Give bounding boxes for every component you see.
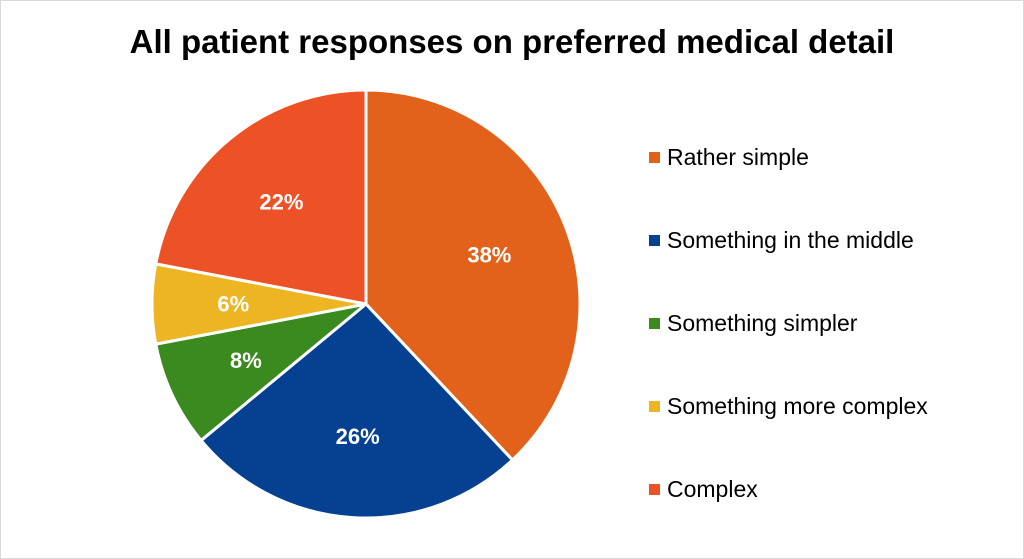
legend-label: Something more complex xyxy=(667,392,928,419)
legend-swatch xyxy=(649,317,660,329)
legend-item-something-in-the-middle: Something in the middle xyxy=(649,219,928,261)
legend-label: Complex xyxy=(667,475,758,502)
legend-swatch xyxy=(649,151,660,163)
data-label-rather-simple: 38% xyxy=(467,243,511,268)
legend-swatch xyxy=(649,483,660,495)
pie-slice-something-in-the-middle xyxy=(199,302,514,520)
legend-item-something-simpler: Something simpler xyxy=(649,302,928,344)
legend-item-rather-simple: Rather simple xyxy=(649,136,928,178)
legend-label: Rather simple xyxy=(667,143,809,170)
data-label-something-more-complex: 6% xyxy=(217,292,249,317)
pie-slice-rather-simple xyxy=(364,88,582,462)
data-label-complex: 22% xyxy=(259,189,303,214)
legend-item-complex: Complex xyxy=(649,468,928,510)
legend-swatch xyxy=(649,234,660,246)
legend: Rather simple Something in the middle Some… xyxy=(649,136,928,551)
chart-title: All patient responses on preferred medic… xyxy=(129,23,895,60)
data-label-something-simpler: 8% xyxy=(230,348,262,373)
legend-label: Something in the middle xyxy=(667,226,914,253)
pie-slice-complex xyxy=(154,88,368,306)
data-label-something-in-the-middle: 26% xyxy=(336,424,380,449)
pie-slice-something-simpler xyxy=(154,302,368,442)
legend-label: Something simpler xyxy=(667,309,858,336)
legend-swatch xyxy=(649,400,660,412)
legend-item-something-more-complex: Something more complex xyxy=(649,385,928,427)
